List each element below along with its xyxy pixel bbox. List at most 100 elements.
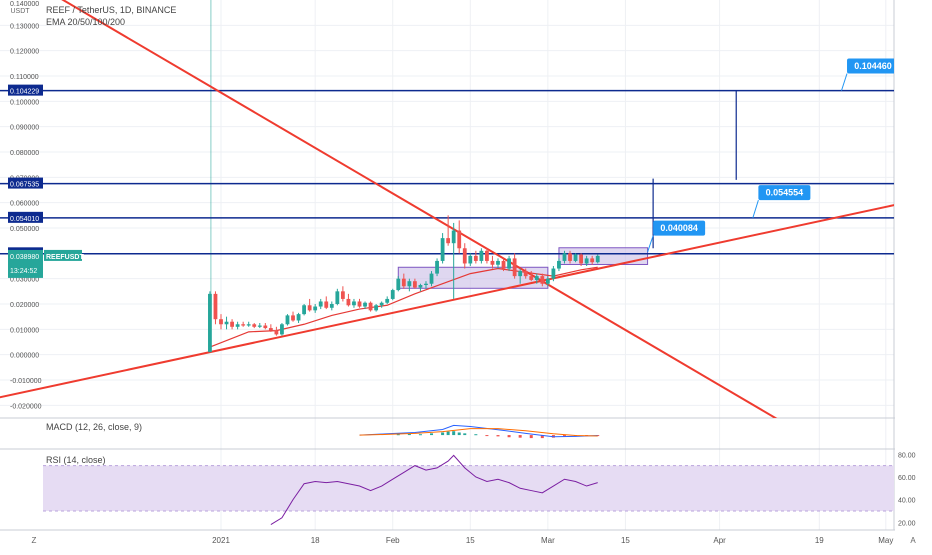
- macd-pane[interactable]: 0.000000: [359, 424, 928, 440]
- candle[interactable]: [401, 273, 406, 289]
- candle[interactable]: [230, 319, 234, 330]
- candle[interactable]: [424, 281, 428, 289]
- candle[interactable]: [313, 304, 318, 313]
- candle[interactable]: [390, 288, 395, 301]
- candle[interactable]: [568, 250, 572, 264]
- candle[interactable]: [590, 255, 595, 265]
- candle[interactable]: [318, 298, 323, 310]
- candle[interactable]: [490, 255, 495, 269]
- candle[interactable]: [551, 266, 556, 282]
- macd-histogram-bar[interactable]: [457, 432, 461, 436]
- macd-histogram-bar[interactable]: [430, 433, 434, 436]
- candle[interactable]: [246, 321, 251, 327]
- macd-histogram-bar[interactable]: [407, 434, 411, 436]
- candle[interactable]: [557, 258, 561, 272]
- candle[interactable]: [562, 250, 567, 264]
- price-callout[interactable]: 0.104460: [847, 58, 899, 74]
- candle[interactable]: [485, 248, 489, 264]
- candle[interactable]: [324, 296, 329, 310]
- macd-histogram-bar[interactable]: [518, 435, 522, 438]
- ticker-tag[interactable]: [44, 249, 82, 261]
- candle[interactable]: [357, 298, 362, 308]
- candle[interactable]: [529, 271, 534, 282]
- trendline[interactable]: [0, 183, 932, 403]
- candle[interactable]: [291, 311, 295, 322]
- candle[interactable]: [496, 258, 500, 269]
- macd-histogram-bar[interactable]: [418, 434, 422, 436]
- candle[interactable]: [268, 324, 273, 332]
- candle[interactable]: [208, 291, 212, 353]
- macd-histogram-bar[interactable]: [562, 435, 566, 437]
- macd-histogram-bar[interactable]: [463, 433, 467, 436]
- rsi-line[interactable]: [270, 454, 598, 526]
- candle[interactable]: [235, 321, 240, 330]
- candle[interactable]: [368, 301, 373, 312]
- time-axis[interactable]: 202118Feb15Mar15Apr19May17Jun14: [212, 536, 932, 545]
- macd-histogram-bar[interactable]: [507, 435, 511, 438]
- candle[interactable]: [252, 323, 257, 329]
- candle[interactable]: [451, 222, 456, 299]
- level-price-tag[interactable]: 0.054010: [8, 211, 43, 223]
- candle[interactable]: [446, 215, 451, 246]
- candle[interactable]: [241, 321, 246, 327]
- macd-histogram-bar[interactable]: [396, 434, 400, 436]
- rsi-pane[interactable]: [43, 454, 894, 526]
- candle[interactable]: [545, 276, 550, 287]
- axis-letter-left[interactable]: Z: [32, 536, 37, 545]
- candle[interactable]: [573, 253, 578, 263]
- macd-histogram-bar[interactable]: [474, 434, 478, 436]
- macd-histogram-bar[interactable]: [540, 435, 544, 439]
- candle[interactable]: [579, 253, 583, 266]
- candle[interactable]: [440, 233, 445, 264]
- price-callout[interactable]: 0.040084: [653, 220, 706, 236]
- macd-histogram-bar[interactable]: [496, 435, 500, 437]
- axis-letter-right[interactable]: A: [910, 536, 916, 545]
- candle[interactable]: [285, 314, 290, 326]
- candle[interactable]: [507, 255, 511, 272]
- candle[interactable]: [257, 323, 262, 329]
- candle[interactable]: [307, 298, 312, 312]
- candle[interactable]: [385, 296, 390, 304]
- candle[interactable]: [457, 220, 462, 254]
- candle[interactable]: [462, 243, 467, 269]
- candle[interactable]: [219, 314, 223, 330]
- candle[interactable]: [352, 298, 356, 308]
- candle[interactable]: [363, 301, 367, 310]
- candle[interactable]: [413, 278, 417, 289]
- level-price-tag[interactable]: 0.067535: [8, 177, 43, 189]
- candle[interactable]: [329, 301, 334, 311]
- candle[interactable]: [501, 258, 506, 272]
- candle[interactable]: [595, 254, 600, 264]
- candle[interactable]: [335, 288, 340, 306]
- candle[interactable]: [473, 250, 478, 264]
- candle[interactable]: [379, 301, 384, 308]
- candle[interactable]: [374, 304, 379, 312]
- candle[interactable]: [435, 258, 439, 277]
- candle[interactable]: [523, 268, 528, 279]
- macd-histogram-bar[interactable]: [446, 431, 450, 436]
- current-price-tag[interactable]: [8, 249, 43, 278]
- candle[interactable]: [540, 273, 545, 287]
- candle[interactable]: [340, 286, 345, 302]
- macd-histogram-bar[interactable]: [452, 431, 456, 436]
- level-price-tag[interactable]: 0.104229: [8, 84, 43, 96]
- candle[interactable]: [263, 323, 268, 330]
- candle[interactable]: [534, 273, 539, 284]
- candle[interactable]: [468, 253, 473, 266]
- candle[interactable]: [518, 268, 523, 284]
- candle[interactable]: [429, 271, 434, 287]
- ema-line[interactable]: [209, 266, 598, 348]
- candle[interactable]: [418, 283, 423, 292]
- candle[interactable]: [512, 253, 517, 279]
- candle[interactable]: [274, 326, 279, 336]
- candle[interactable]: [346, 293, 351, 307]
- macd-signal-line[interactable]: [359, 428, 598, 437]
- macd-histogram-bar[interactable]: [485, 435, 489, 437]
- candle[interactable]: [302, 304, 306, 316]
- candle[interactable]: [584, 255, 589, 266]
- candle[interactable]: [280, 323, 284, 336]
